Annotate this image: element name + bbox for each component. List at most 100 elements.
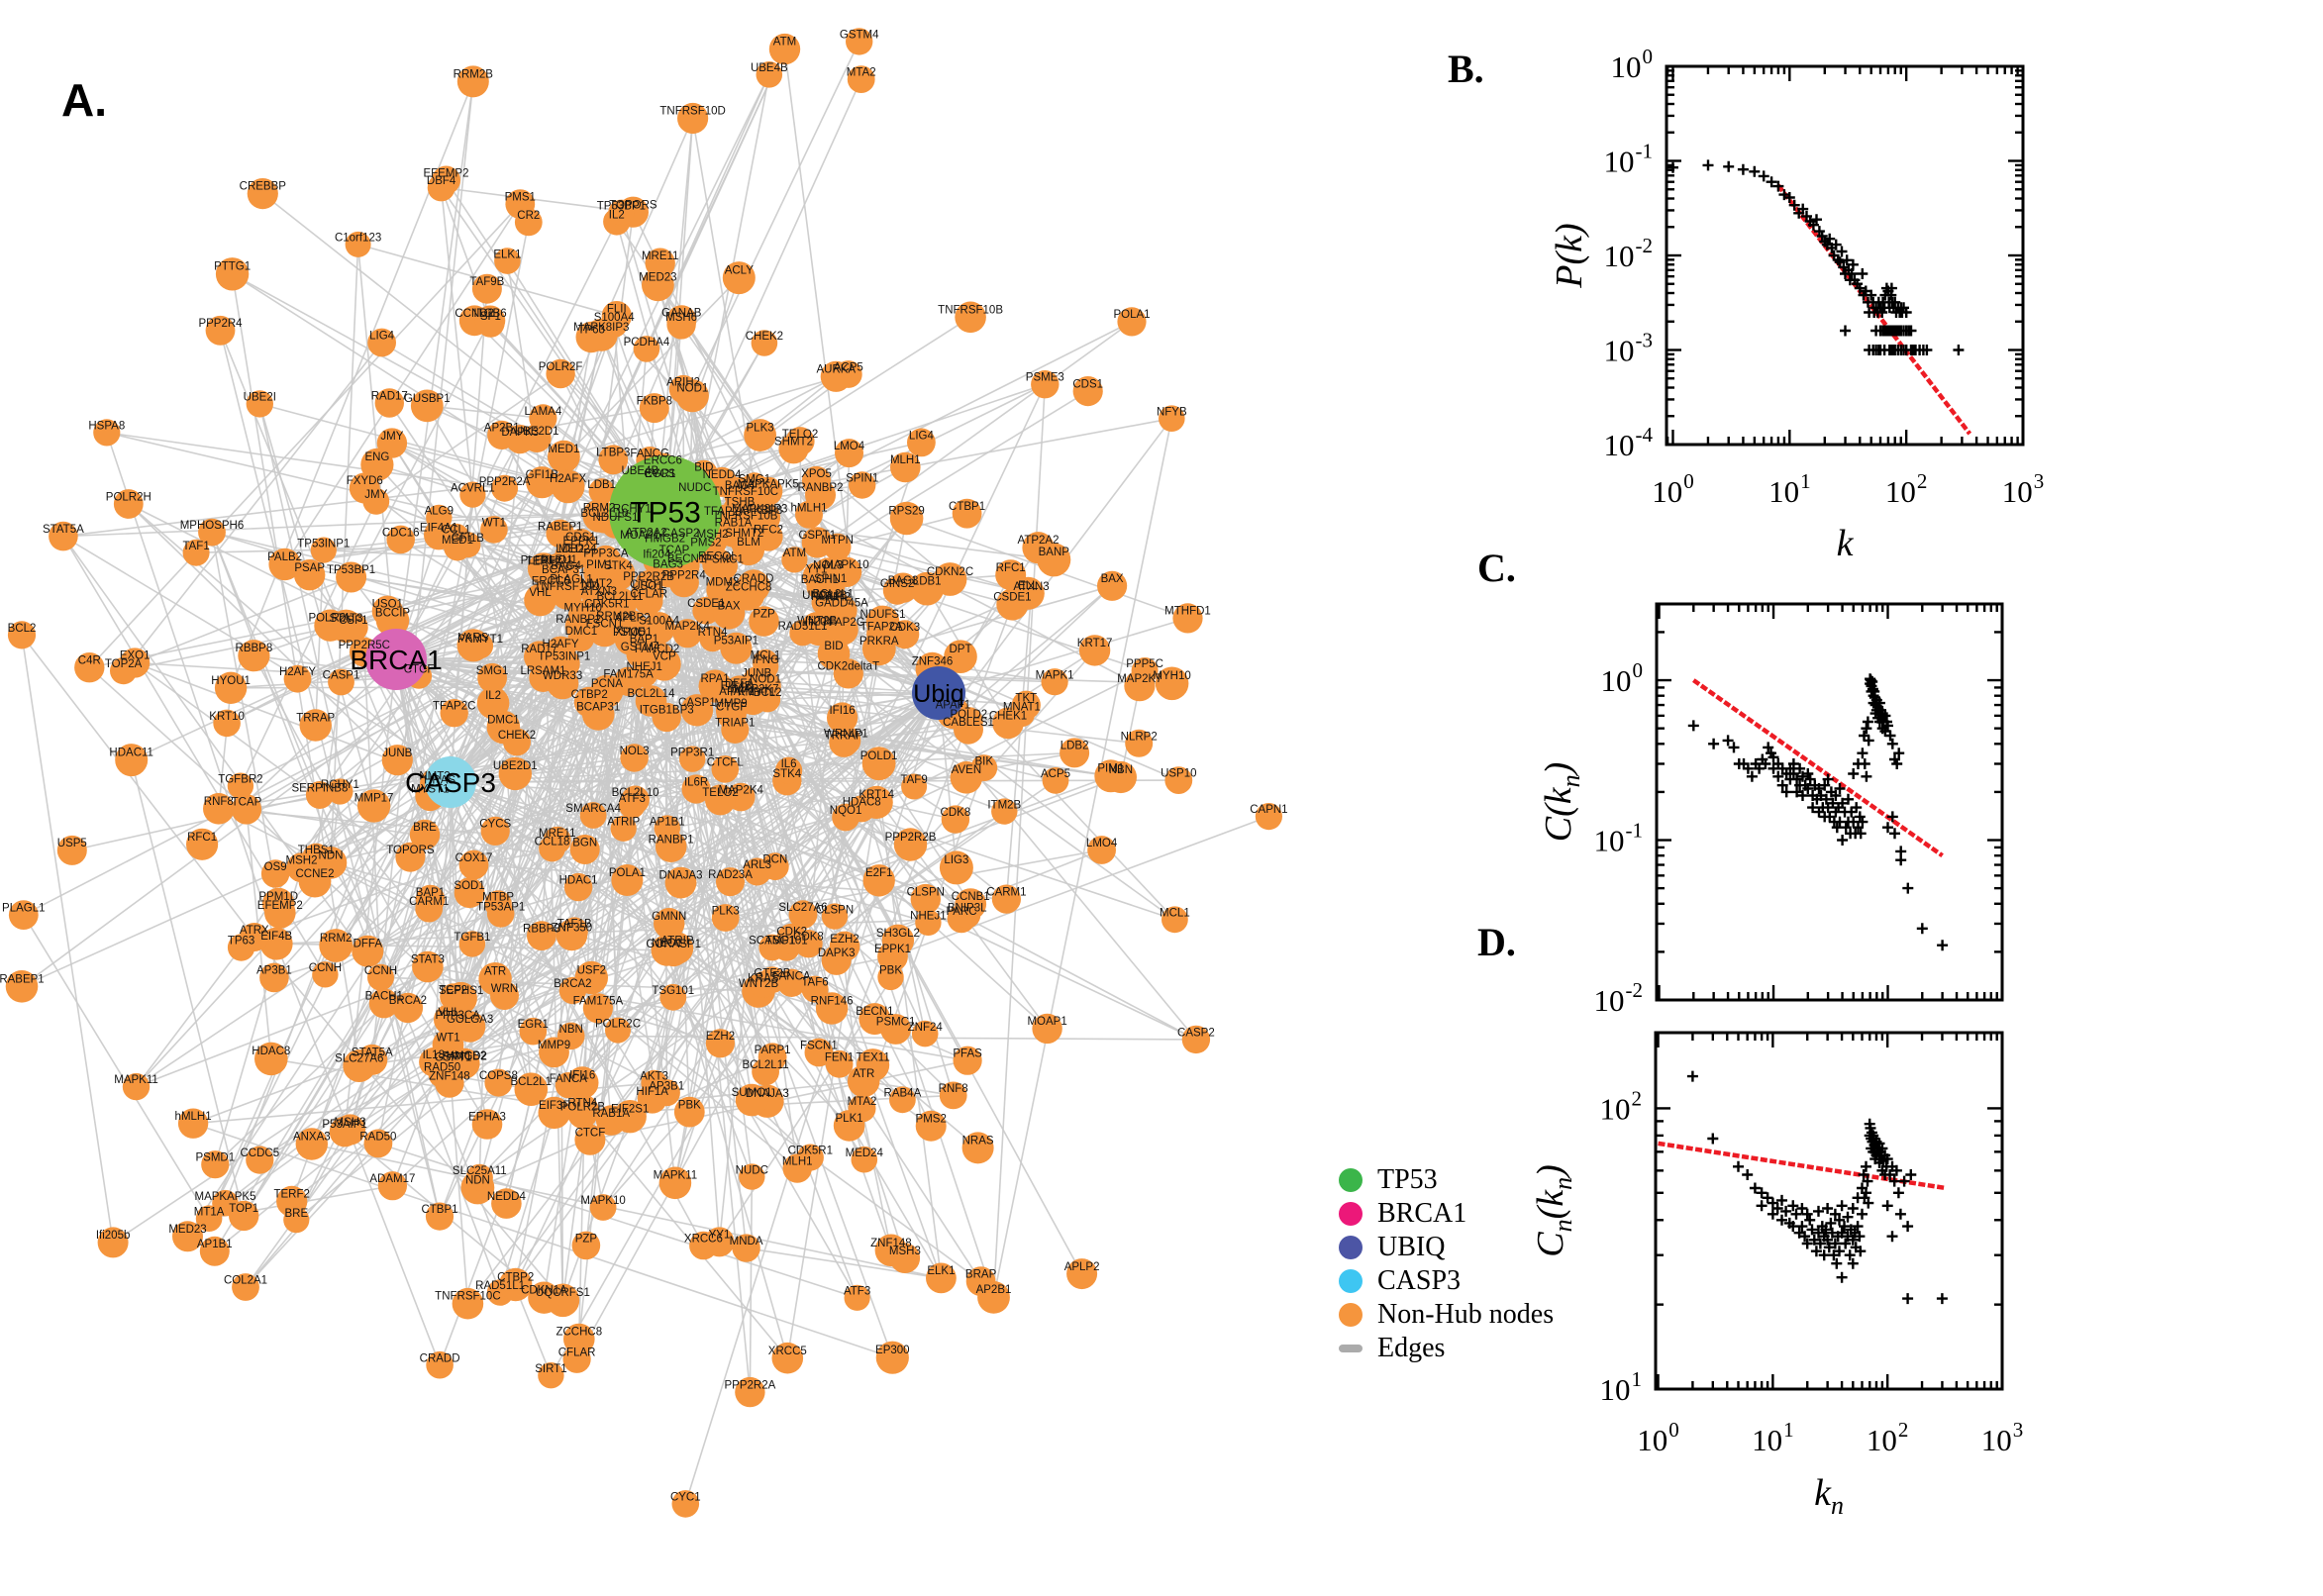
hub-label-UBIQ: Ubiq [913,680,963,708]
network-node-label: MAPK8IP3 [732,503,787,515]
network-node [564,529,597,561]
network-node-label: BCL2L11 [743,1059,789,1071]
network-node-label: RNF8 [939,1083,968,1095]
network-node [310,537,337,563]
network-node-label: MYST1 [411,783,449,795]
network-node [835,439,863,468]
network-node-label: BCAP31 [576,701,620,713]
network-node-label: LMO4 [1086,838,1118,849]
network-node-label: RNF8 [204,796,234,808]
network-node-label: TOPORS [609,199,657,211]
legend-item-non-hub-nodes: Non-Hub nodes [1339,1300,1554,1328]
network-node-label: BAG3 [653,558,683,570]
network-node-label: PPA1 [811,591,840,603]
network-node-label: JUNB [382,748,412,759]
network-node [926,1262,957,1294]
network-node-label: BCL2L14 [628,688,676,700]
network-node [356,789,391,823]
network-node [182,539,210,566]
network-node-label: GUSBP1 [404,393,451,405]
network-node-label: PPP3CA [583,549,629,560]
network-node-label: UNC84B [802,590,848,602]
network-node [890,451,921,483]
network-node-label: CAPN1 [1250,804,1287,816]
network-node-label: PPP2R2A [479,476,531,488]
network-node-label: RAB4A [884,1087,922,1099]
network-node [367,963,394,991]
hub-label-CASP3: CASP3 [405,767,496,798]
network-node-label: LIG4 [909,430,935,442]
network-node-label: CCNH [309,962,342,974]
network-node [283,1207,310,1234]
network-node-label: DPT [950,644,972,655]
network-node-label: CCL18 [535,837,570,848]
network-node-label: LRSAM1 [520,665,565,677]
network-node-label: TSG101 [652,985,694,997]
legend-item-label: UBIQ [1377,1231,1446,1262]
hub-label-BRCA1: BRCA1 [350,645,442,675]
network-node-label: ZCCHC8 [726,582,772,594]
network-node [336,561,367,593]
network-node [314,847,348,879]
network-node-label: AP1B1 [650,816,685,828]
network-node-label: NUDC [736,1164,768,1176]
network-node-label: IL2 [485,690,501,702]
network-node-label: MED1 [442,535,473,547]
network-node-label: AP2B1 [484,423,520,435]
network-node [444,533,471,561]
network-node [654,908,685,940]
network-node-label: PLAGL1 [550,574,592,586]
network-node-label: ITGB6 [473,308,506,320]
network-node-label: POLD2 [950,709,987,721]
network-node-label: DLEU1 [541,554,577,566]
legend-item-label: CASP3 [1377,1264,1462,1296]
network-node-label: ZNF148 [429,1070,470,1082]
network-node-label: TRRAP [825,730,863,742]
network-node-label: MMP9 [714,698,747,710]
y-axis-label: P(k) [1549,223,1590,288]
network-node-label: AP3B1 [256,965,292,977]
network-node-label: TNFRSF10D [659,106,725,118]
network-node-label: MED24 [846,1147,884,1159]
network-node-label: TFAP2A [704,506,747,518]
network-node-label: CTCFL [707,756,745,768]
network-node-label: LDB2 [556,544,584,555]
network-node-label: KRT10 [209,711,245,723]
network-node-label: CREBBP [240,181,287,193]
network-node [247,178,278,210]
network-node-label: TCF2 [439,984,467,996]
network-node-label: BLM [737,537,760,549]
network-node [471,273,502,304]
network-node-label: ATXN3 [1013,581,1049,593]
network-node [49,521,78,551]
network-node-label: GINS2 [880,578,915,590]
network-node-label: CASP2 [662,528,700,540]
network-node [877,963,904,991]
network-node [360,448,394,481]
network-node-label: NOL3 [813,560,843,572]
network-node [582,993,614,1024]
network-node-label: BCL2L1 [511,1076,553,1088]
network-node-label: GFI1B [452,533,485,545]
network-node-label: XRCC6 [684,1233,723,1245]
network-node-label: TP63 [228,936,255,948]
network-node-label: ATXN3 [581,586,617,598]
network-node [203,793,235,825]
network-node-label: CRADD [734,573,774,585]
network-node-label: NBN [559,1024,583,1036]
network-node-label: FANCA [550,1073,588,1085]
network-node-label: PPP2R4 [662,569,707,581]
network-node-label: PPP3R1 [670,747,714,758]
network-node [246,1146,274,1174]
network-node-label: ACP5 [1041,768,1070,780]
axis-tick-label: 103 [1981,1418,2024,1457]
network-node [911,1020,939,1047]
network-node-label: CCNH [364,965,397,977]
fit-line [1658,1141,1947,1191]
hub-node-UBIQ [912,666,965,720]
network-node [635,685,667,717]
network-node [480,816,510,847]
network-node-label: CDC16 [382,527,420,539]
network-node-label: BIK [975,755,994,767]
network-node-label: SMG1 [739,474,771,486]
